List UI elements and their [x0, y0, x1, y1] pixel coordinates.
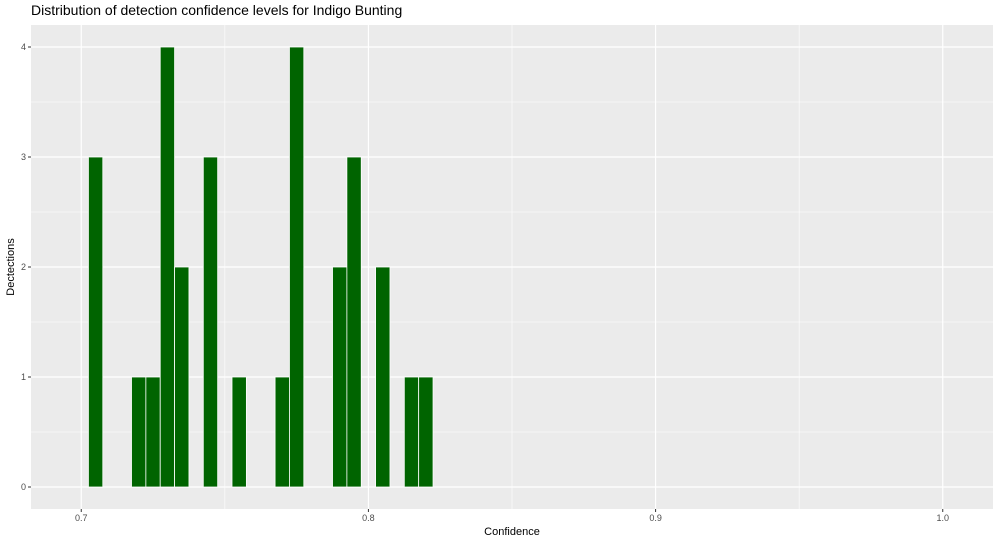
histogram-bar — [131, 376, 147, 488]
y-tick-label: 3 — [21, 152, 26, 162]
x-axis-title: Confidence — [484, 526, 540, 538]
major-gridlines — [31, 25, 993, 509]
histogram-bar — [346, 156, 362, 488]
x-tick-label: 0.7 — [75, 513, 88, 523]
histogram-bar — [145, 376, 161, 488]
histogram-bar — [174, 266, 190, 488]
histogram-bar — [274, 376, 290, 488]
histogram-bar — [375, 266, 391, 488]
x-axis: 0.7 0.8 0.9 1.0 — [75, 509, 949, 523]
y-tick-label: 0 — [21, 482, 26, 492]
x-tick-label: 0.9 — [649, 513, 662, 523]
y-tick-label: 1 — [21, 372, 26, 382]
histogram-bar — [88, 156, 104, 488]
y-axis-title: Dectections — [5, 238, 17, 296]
histogram-bar — [159, 46, 175, 488]
chart-title: Distribution of detection confidence lev… — [31, 2, 403, 18]
x-tick-label: 0.8 — [362, 513, 375, 523]
y-tick-label: 4 — [21, 42, 26, 52]
histogram-bar — [403, 376, 420, 488]
histogram-bar — [332, 266, 348, 488]
y-tick-label: 2 — [21, 262, 26, 272]
histogram-bar — [289, 46, 305, 488]
histogram-bar — [231, 376, 247, 488]
bars — [88, 46, 434, 488]
histogram-bar — [418, 376, 434, 488]
x-tick-label: 1.0 — [936, 513, 949, 523]
histogram-bar — [202, 156, 219, 488]
y-axis: 0 1 2 3 4 — [21, 42, 31, 492]
